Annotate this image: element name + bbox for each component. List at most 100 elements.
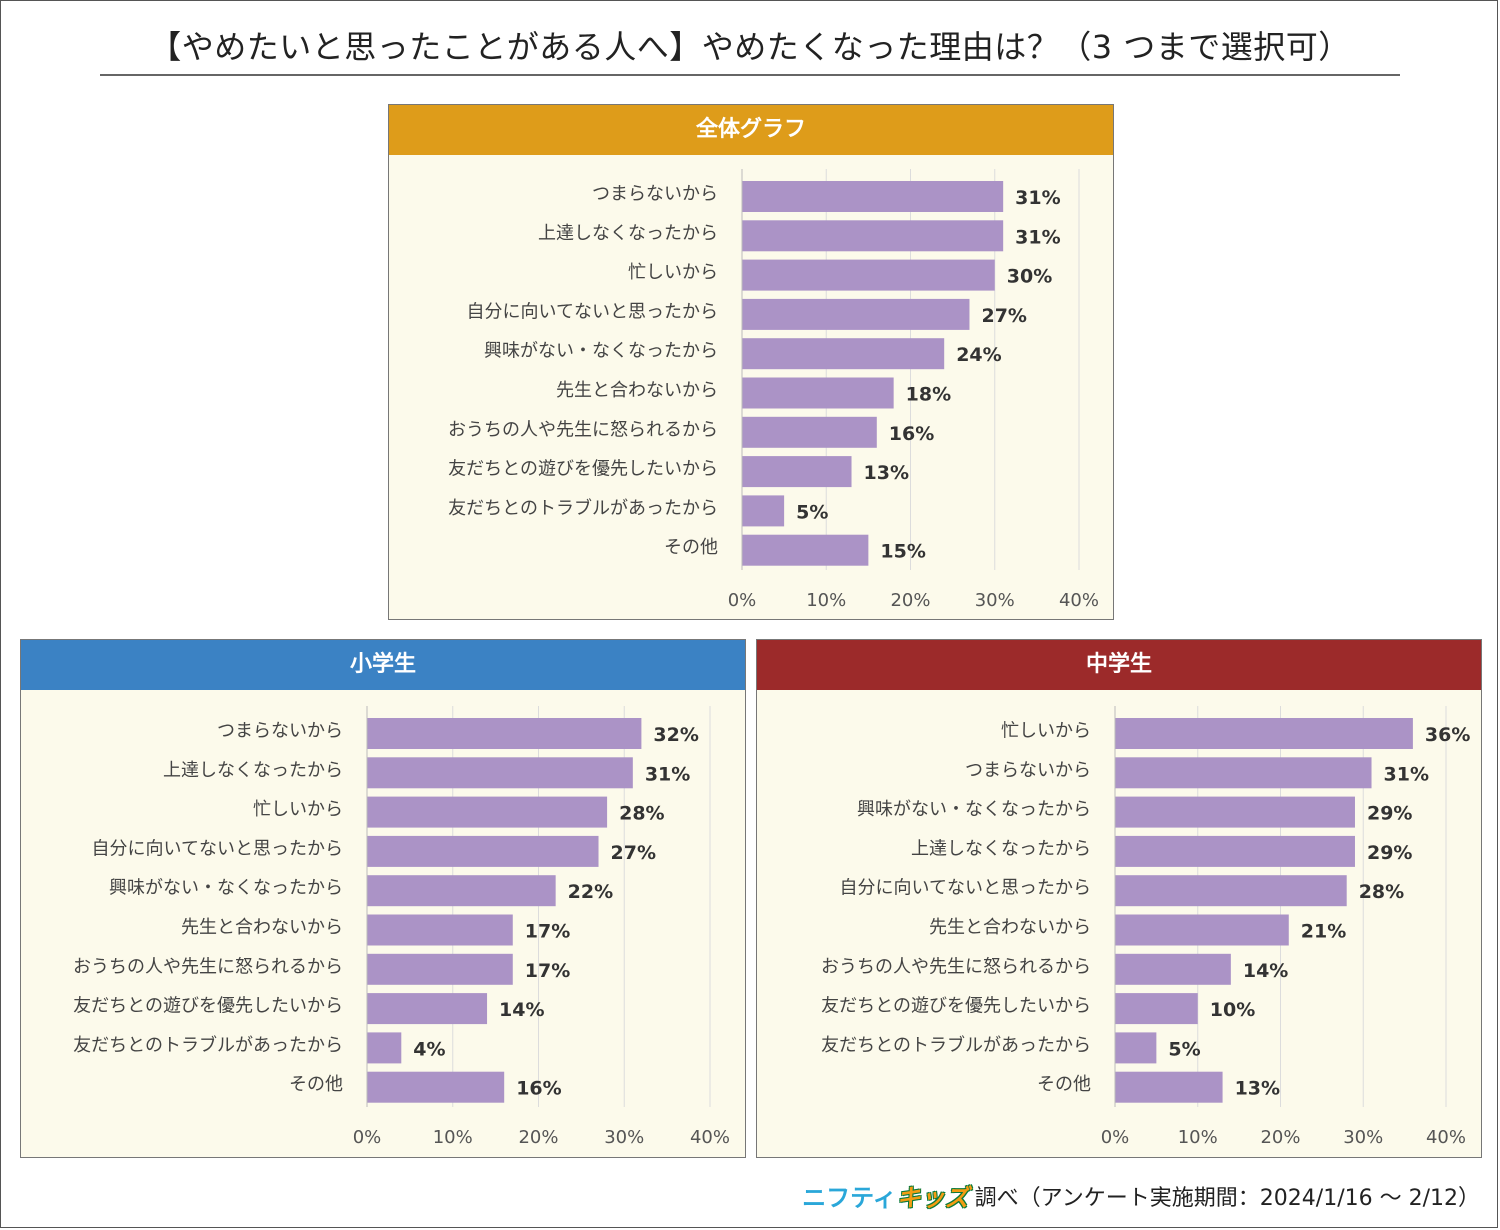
x-tick-label: 20% — [890, 590, 930, 611]
junior-high-chart-panel: 中学生 0% 10% 20% 30% 40% 忙しいから 36% つまらないから 31% 興味がな… — [756, 639, 1482, 1158]
category-label: 自分に向いてないと思ったから — [467, 301, 718, 322]
niftykids-logo: ニフティキッズ — [802, 1178, 969, 1213]
bar — [367, 914, 513, 946]
value-label: 14% — [1243, 960, 1288, 982]
bar — [367, 757, 633, 789]
bar — [1115, 757, 1372, 789]
bar — [1115, 914, 1289, 946]
overall-chart-title: 全体グラフ — [389, 105, 1113, 155]
x-tick-label: 20% — [518, 1127, 558, 1148]
category-label: 友だちとの遊びを優先したいから — [73, 996, 343, 1017]
bar — [367, 796, 608, 828]
value-label: 27% — [611, 842, 656, 864]
bar — [742, 416, 877, 448]
value-label: 31% — [1015, 187, 1060, 209]
bar — [1115, 796, 1355, 828]
value-label: 14% — [499, 999, 544, 1021]
category-label: その他 — [289, 1074, 343, 1095]
category-label: 友だちとの遊びを優先したいから — [821, 996, 1091, 1017]
value-label: 29% — [1367, 842, 1412, 864]
bar — [742, 456, 852, 488]
bar — [367, 718, 642, 749]
value-label: 13% — [864, 462, 909, 484]
value-label: 15% — [880, 541, 925, 563]
bar — [742, 259, 995, 291]
category-label: 友だちとのトラブルがあったから — [73, 1034, 343, 1056]
bar — [367, 1071, 505, 1103]
value-label: 32% — [653, 724, 698, 746]
category-label: おうちの人や先生に怒られるから — [448, 419, 718, 440]
x-tick-label: 10% — [1178, 1127, 1218, 1148]
category-label: 忙しいから — [253, 799, 343, 820]
category-label: その他 — [664, 537, 718, 558]
category-label: 先生と合わないから — [556, 380, 718, 401]
x-tick-label: 30% — [975, 590, 1015, 611]
bar — [742, 298, 970, 330]
source-credit: ニフティキッズ 調べ（アンケート実施期間：2024/1/16 ～ 2/12） — [802, 1178, 1480, 1213]
category-label: 友だちとのトラブルがあったから — [821, 1034, 1091, 1056]
bar — [367, 835, 599, 867]
bar — [1115, 718, 1413, 749]
junior-high-bar-chart: 0% 10% 20% 30% 40% 忙しいから 36% つまらないから 31% 興味がない・なく… — [821, 706, 1470, 1148]
bar — [1115, 953, 1231, 985]
elementary-bar-chart: 0% 10% 20% 30% 40% つまらないから 32% 上達しなくなったから 31% 忙しい… — [73, 706, 730, 1148]
value-label: 16% — [889, 423, 934, 445]
logo-text-nifty: ニフティ — [802, 1184, 897, 1212]
x-tick-label: 40% — [690, 1127, 730, 1148]
bar — [742, 220, 1004, 252]
x-tick-label: 0% — [1101, 1127, 1130, 1148]
value-label: 10% — [1210, 999, 1255, 1021]
survey-period-text: 調べ（アンケート実施期間：2024/1/16 ～ 2/12） — [974, 1185, 1480, 1211]
value-label: 5% — [1168, 1038, 1200, 1060]
x-tick-label: 0% — [353, 1127, 382, 1148]
category-label: つまらないから — [217, 721, 343, 742]
category-label: 上達しなくなったから — [538, 223, 718, 244]
category-label: 上達しなくなったから — [911, 838, 1091, 859]
value-label: 5% — [796, 501, 828, 523]
category-label: 興味がない・なくなったから — [484, 341, 718, 362]
category-label: おうちの人や先生に怒られるから — [821, 956, 1091, 977]
title-underline — [100, 74, 1400, 76]
value-label: 31% — [1384, 763, 1429, 785]
category-label: その他 — [1037, 1074, 1091, 1095]
value-label: 36% — [1425, 724, 1470, 746]
value-label: 13% — [1235, 1078, 1280, 1100]
bar — [367, 993, 488, 1025]
overall-chart-panel: 全体グラフ 0% 10% 20% 30% 40% つまらないから 31% 上達しなくなったから… — [388, 104, 1114, 620]
bar — [742, 181, 1004, 212]
value-label: 4% — [413, 1038, 445, 1060]
category-label: 忙しいから — [628, 262, 718, 283]
value-label: 21% — [1301, 921, 1346, 943]
bar — [367, 953, 513, 985]
x-tick-label: 40% — [1059, 590, 1099, 611]
x-tick-label: 10% — [433, 1127, 473, 1148]
bar — [742, 338, 945, 370]
value-label: 17% — [525, 921, 570, 943]
category-label: 忙しいから — [1001, 721, 1091, 742]
value-label: 31% — [1015, 226, 1060, 248]
category-label: 興味がない・なくなったから — [857, 799, 1091, 820]
page-title: 【やめたいと思ったことがある人へ】やめたくなった理由は？（3 つまで選択可） — [149, 28, 1351, 66]
value-label: 30% — [1007, 266, 1052, 288]
category-label: 興味がない・なくなったから — [109, 878, 343, 899]
bar — [742, 534, 869, 566]
value-label: 28% — [1359, 881, 1404, 903]
category-label: 先生と合わないから — [181, 917, 343, 938]
value-label: 22% — [568, 881, 613, 903]
value-label: 18% — [906, 384, 951, 406]
category-label: 自分に向いてないと思ったから — [840, 878, 1091, 899]
category-label: おうちの人や先生に怒られるから — [73, 956, 343, 977]
x-tick-label: 30% — [604, 1127, 644, 1148]
bar — [1115, 1071, 1223, 1103]
elementary-chart-panel: 小学生 0% 10% 20% 30% 40% つまらないから 32% 上達しなくなったから 31… — [20, 639, 746, 1158]
bar — [742, 377, 894, 409]
value-label: 16% — [516, 1078, 561, 1100]
value-label: 29% — [1367, 803, 1412, 825]
bar — [1115, 1032, 1157, 1064]
bar — [742, 495, 785, 527]
overall-bar-chart: 0% 10% 20% 30% 40% つまらないから 31% 上達しなくなったから 31% 忙しい… — [448, 169, 1099, 611]
bar — [367, 875, 556, 907]
junior-high-chart-title: 中学生 — [757, 640, 1481, 690]
category-label: 自分に向いてないと思ったから — [92, 838, 343, 859]
